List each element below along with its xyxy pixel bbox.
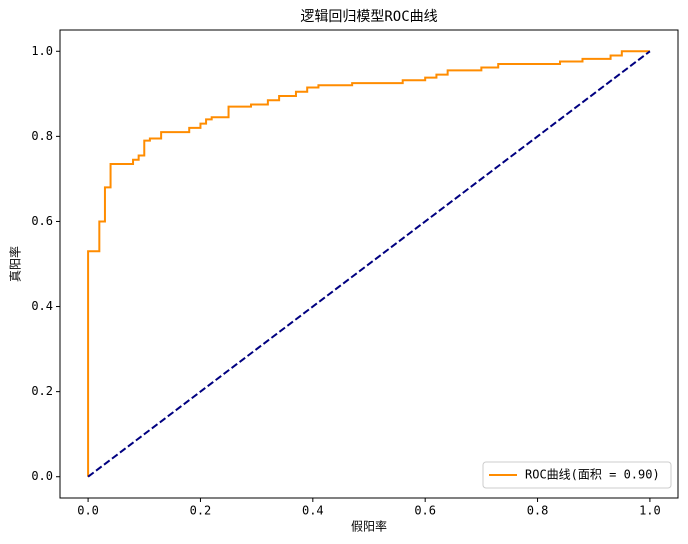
x-axis-label: 假阳率 <box>351 519 387 534</box>
plot-frame <box>59 29 679 499</box>
legend-box <box>482 461 672 489</box>
x-tick-label: 0.6 <box>414 504 436 518</box>
x-tick-label: 0.4 <box>302 504 324 518</box>
y-tick-label: 1.0 <box>31 44 53 58</box>
roc-line <box>87 50 651 478</box>
x-tick-label: 0.0 <box>77 504 99 518</box>
y-tick-label: 0.4 <box>31 299 53 313</box>
y-tick-label: 0.2 <box>31 384 53 398</box>
chart-title: 逻辑回归模型ROC曲线 <box>300 8 437 25</box>
legend: ROC曲线(面积 = 0.90) <box>482 461 672 489</box>
x-tick-label: 1.0 <box>639 504 661 518</box>
x-tick-label: 0.2 <box>190 504 212 518</box>
x-tick-label: 0.8 <box>527 504 549 518</box>
y-tick-label: 0.6 <box>31 214 53 228</box>
legend-label: ROC曲线(面积 = 0.90) <box>525 468 660 482</box>
roc-line <box>87 50 650 477</box>
y-tick-label: 0.0 <box>31 469 53 483</box>
y-tick-label: 0.8 <box>31 129 53 143</box>
y-axis-label: 真阳率 <box>8 246 23 282</box>
